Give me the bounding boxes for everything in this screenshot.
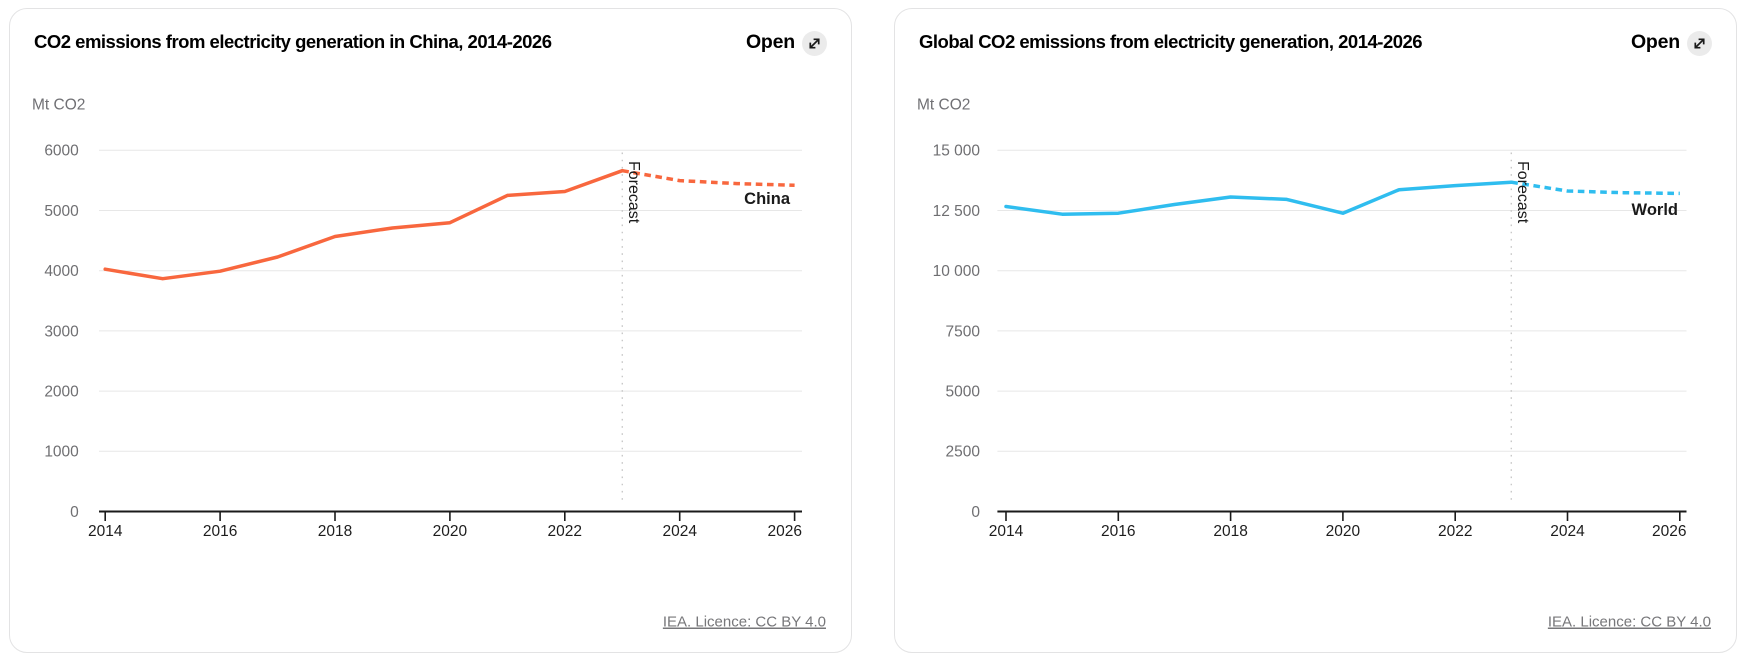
svg-text:2020: 2020: [433, 523, 468, 540]
svg-text:Forecast: Forecast: [625, 161, 642, 224]
svg-text:2022: 2022: [1438, 523, 1472, 540]
svg-text:Forecast: Forecast: [1514, 161, 1531, 224]
svg-text:China: China: [744, 190, 791, 208]
svg-text:15 000: 15 000: [933, 143, 981, 160]
svg-text:2026: 2026: [768, 523, 802, 540]
svg-text:1000: 1000: [44, 444, 79, 461]
svg-text:Mt CO2: Mt CO2: [32, 97, 85, 114]
svg-text:IEA. Licence: CC BY 4.0: IEA. Licence: CC BY 4.0: [1548, 614, 1711, 631]
svg-text:2022: 2022: [548, 523, 582, 540]
svg-text:7500: 7500: [946, 323, 981, 340]
svg-text:2016: 2016: [1101, 523, 1135, 540]
svg-text:Mt CO2: Mt CO2: [917, 97, 970, 114]
svg-text:2000: 2000: [44, 384, 79, 401]
svg-text:2016: 2016: [203, 523, 237, 540]
svg-text:6000: 6000: [44, 143, 79, 160]
svg-text:2026: 2026: [1652, 523, 1686, 540]
svg-text:5000: 5000: [946, 384, 981, 401]
svg-text:IEA. Licence: CC BY 4.0: IEA. Licence: CC BY 4.0: [663, 614, 826, 631]
svg-text:3000: 3000: [44, 323, 79, 340]
svg-text:2014: 2014: [88, 523, 123, 540]
svg-text:2024: 2024: [662, 523, 697, 540]
svg-text:4000: 4000: [44, 263, 79, 280]
svg-text:2014: 2014: [989, 523, 1024, 540]
svg-text:5000: 5000: [44, 203, 79, 220]
svg-text:2018: 2018: [1213, 523, 1247, 540]
svg-text:World: World: [1632, 201, 1678, 219]
svg-text:2020: 2020: [1326, 523, 1361, 540]
svg-text:2018: 2018: [318, 523, 352, 540]
svg-text:2500: 2500: [946, 444, 981, 461]
svg-text:0: 0: [971, 504, 980, 521]
svg-text:12 500: 12 500: [933, 203, 981, 220]
svg-text:10 000: 10 000: [933, 263, 981, 280]
svg-text:0: 0: [70, 504, 79, 521]
svg-text:2024: 2024: [1550, 523, 1585, 540]
